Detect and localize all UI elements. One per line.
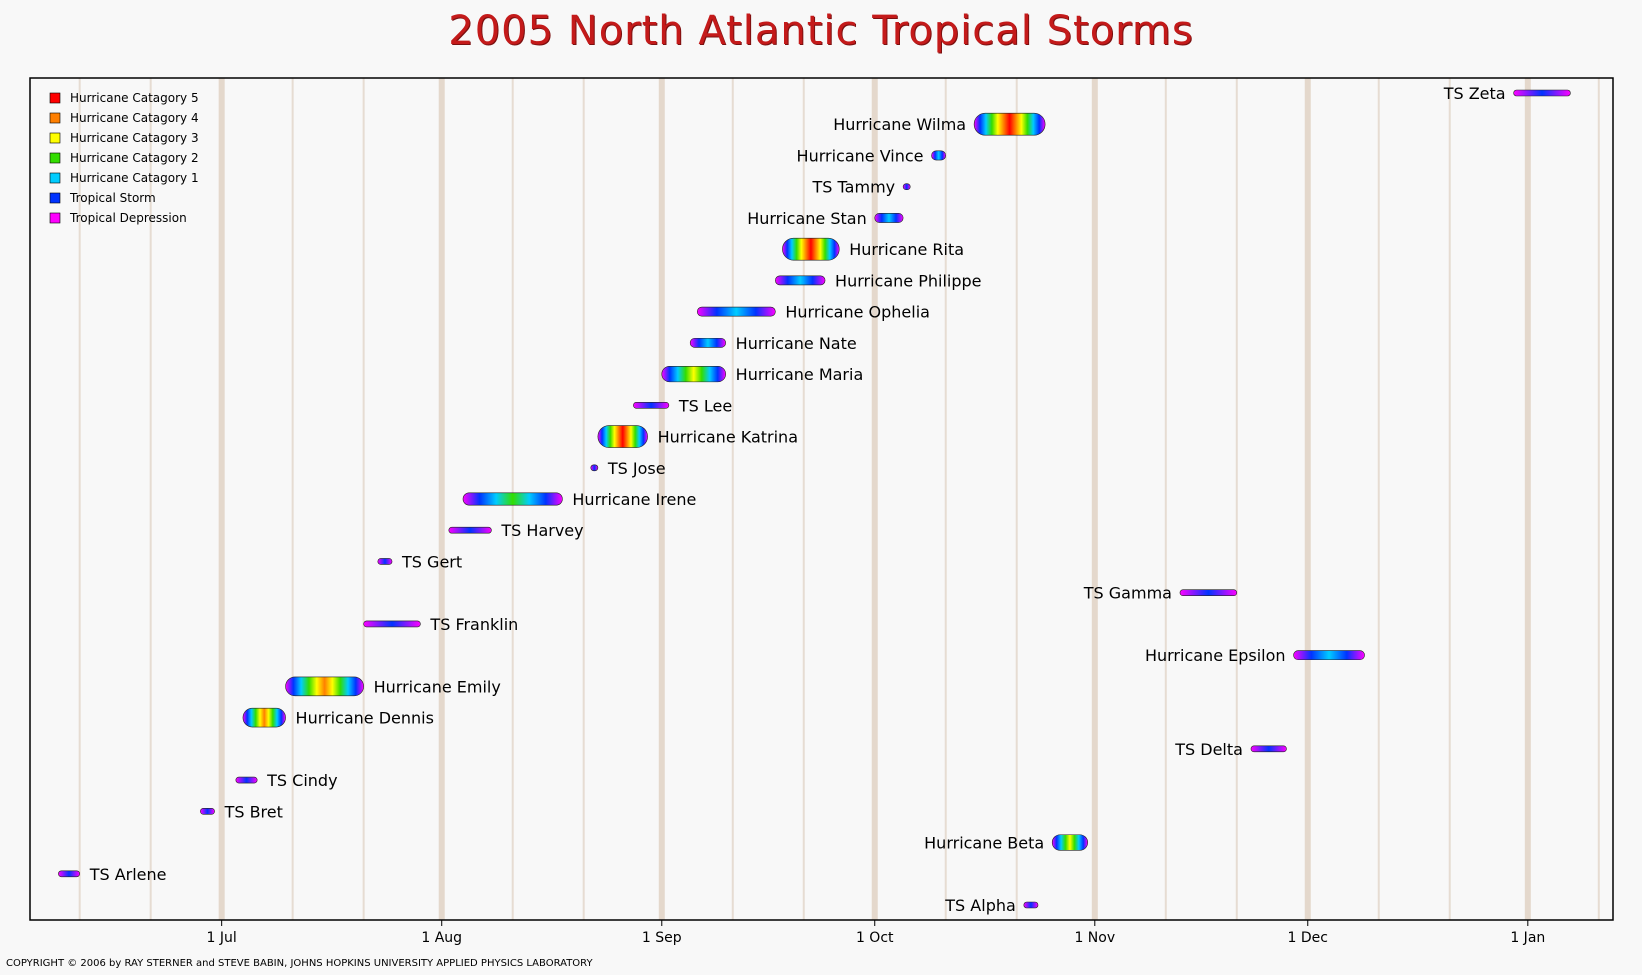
month-gridline <box>1524 78 1531 920</box>
legend-swatch <box>49 192 61 204</box>
legend-label: Hurricane Catagory 3 <box>70 131 199 145</box>
storm-label: TS Arlene <box>89 865 167 884</box>
storm-label: Hurricane Maria <box>736 365 864 384</box>
storm-label: Hurricane Vince <box>797 146 924 165</box>
storm-label: Hurricane Rita <box>849 240 964 259</box>
storm-label: Hurricane Wilma <box>833 115 966 134</box>
storm-label: TS Zeta <box>1443 84 1506 103</box>
month-gridline <box>438 78 445 920</box>
legend-label: Hurricane Catagory 1 <box>70 171 199 185</box>
storm-bar <box>689 337 726 348</box>
storm-label: Hurricane Katrina <box>658 428 798 447</box>
storm-bar <box>902 183 911 190</box>
storm-bar <box>448 526 492 534</box>
storm-label: TS Delta <box>1174 740 1243 759</box>
storm-label: Hurricane Ophelia <box>785 303 930 322</box>
storm-bar <box>973 112 1046 136</box>
storm-label: TS Harvey <box>500 521 583 540</box>
month-gridline <box>1091 78 1098 920</box>
storm-bar <box>590 464 599 472</box>
storm-bar <box>58 870 80 878</box>
legend-swatch <box>49 152 61 164</box>
storm-label: TS Franklin <box>429 615 518 634</box>
chart-title: 2005 North Atlantic Tropical Storms <box>448 8 1194 54</box>
month-gridline <box>1304 78 1311 920</box>
storm-bar <box>1293 650 1365 661</box>
storm-label: TS Cindy <box>266 771 337 790</box>
storm-label: Hurricane Epsilon <box>1145 646 1286 665</box>
storm-bar <box>200 808 215 815</box>
storm-label: TS Alpha <box>944 896 1016 915</box>
storm-bar <box>363 620 421 628</box>
storm-bar <box>377 558 393 565</box>
storm-label: TS Lee <box>678 396 732 415</box>
x-tick-label: 1 Sep <box>642 930 682 946</box>
legend-label: Hurricane Catagory 4 <box>70 111 199 125</box>
legend-swatch <box>49 132 61 144</box>
storm-bar <box>1051 834 1088 851</box>
storm-bar <box>235 776 258 784</box>
storm-bar <box>285 676 364 697</box>
storm-bar <box>462 492 563 506</box>
storm-bar <box>931 150 947 161</box>
storm-bar <box>1513 89 1571 97</box>
storm-label: Hurricane Dennis <box>296 709 434 728</box>
storm-bar <box>782 237 840 261</box>
storm-bar <box>696 306 776 317</box>
plot-frame <box>29 77 1614 921</box>
x-tick-label: 1 Oct <box>856 930 894 946</box>
x-axis-ticks: 1 Jul 1 Aug 1 Sep 1 Oct 1 Nov 1 Dec 1 Jan <box>207 920 1545 946</box>
x-tick-label: 1 Jul <box>207 930 237 946</box>
x-tick-label: 1 Jan <box>1510 930 1545 946</box>
storm-label: TS Tammy <box>812 178 896 197</box>
storm-bar <box>874 213 904 223</box>
legend-swatch <box>49 172 61 184</box>
storm-bar <box>597 425 648 448</box>
legend-label: Tropical Depression <box>69 211 187 225</box>
storm-bars: TS Arlene TS Bret TS Cindy Hurricane Dennis… <box>58 84 1571 915</box>
x-tick-label: 1 Dec <box>1288 930 1328 946</box>
legend-label: Hurricane Catagory 5 <box>70 91 199 105</box>
x-tick-label: 1 Nov <box>1074 930 1115 946</box>
storm-bar <box>661 365 726 383</box>
month-gridline <box>218 78 225 920</box>
copyright-notice: COPYRIGHT © 2006 by RAY STERNER and STEV… <box>6 958 593 969</box>
legend: Hurricane Catagory 5 Hurricane Catagory 4… <box>49 91 199 225</box>
legend-label: Hurricane Catagory 2 <box>70 151 199 165</box>
legend-swatch <box>49 92 61 104</box>
storm-label: Hurricane Philippe <box>835 271 981 290</box>
storm-bar <box>1023 901 1039 909</box>
storm-label: TS Gamma <box>1083 584 1172 603</box>
storm-label: TS Bret <box>224 802 283 821</box>
storm-bar <box>242 707 286 728</box>
storm-label: Hurricane Beta <box>924 834 1044 853</box>
legend-label: Tropical Storm <box>69 191 156 205</box>
storm-bar <box>1179 589 1238 596</box>
storm-label: Hurricane Stan <box>747 209 867 228</box>
storm-bar <box>633 402 670 409</box>
storm-label: Hurricane Emily <box>374 677 501 696</box>
storm-label: TS Gert <box>401 552 462 571</box>
storm-label: TS Jose <box>607 459 666 478</box>
storm-label: Hurricane Irene <box>572 490 696 509</box>
storm-bar <box>1250 745 1287 753</box>
month-gridline <box>871 78 878 920</box>
storm-label: Hurricane Nate <box>736 334 857 353</box>
month-gridline <box>658 78 665 920</box>
legend-swatch <box>49 212 61 224</box>
x-tick-label: 1 Aug <box>421 930 462 946</box>
legend-swatch <box>49 112 61 124</box>
grid-layer <box>78 78 1600 920</box>
storm-bar <box>775 275 826 286</box>
